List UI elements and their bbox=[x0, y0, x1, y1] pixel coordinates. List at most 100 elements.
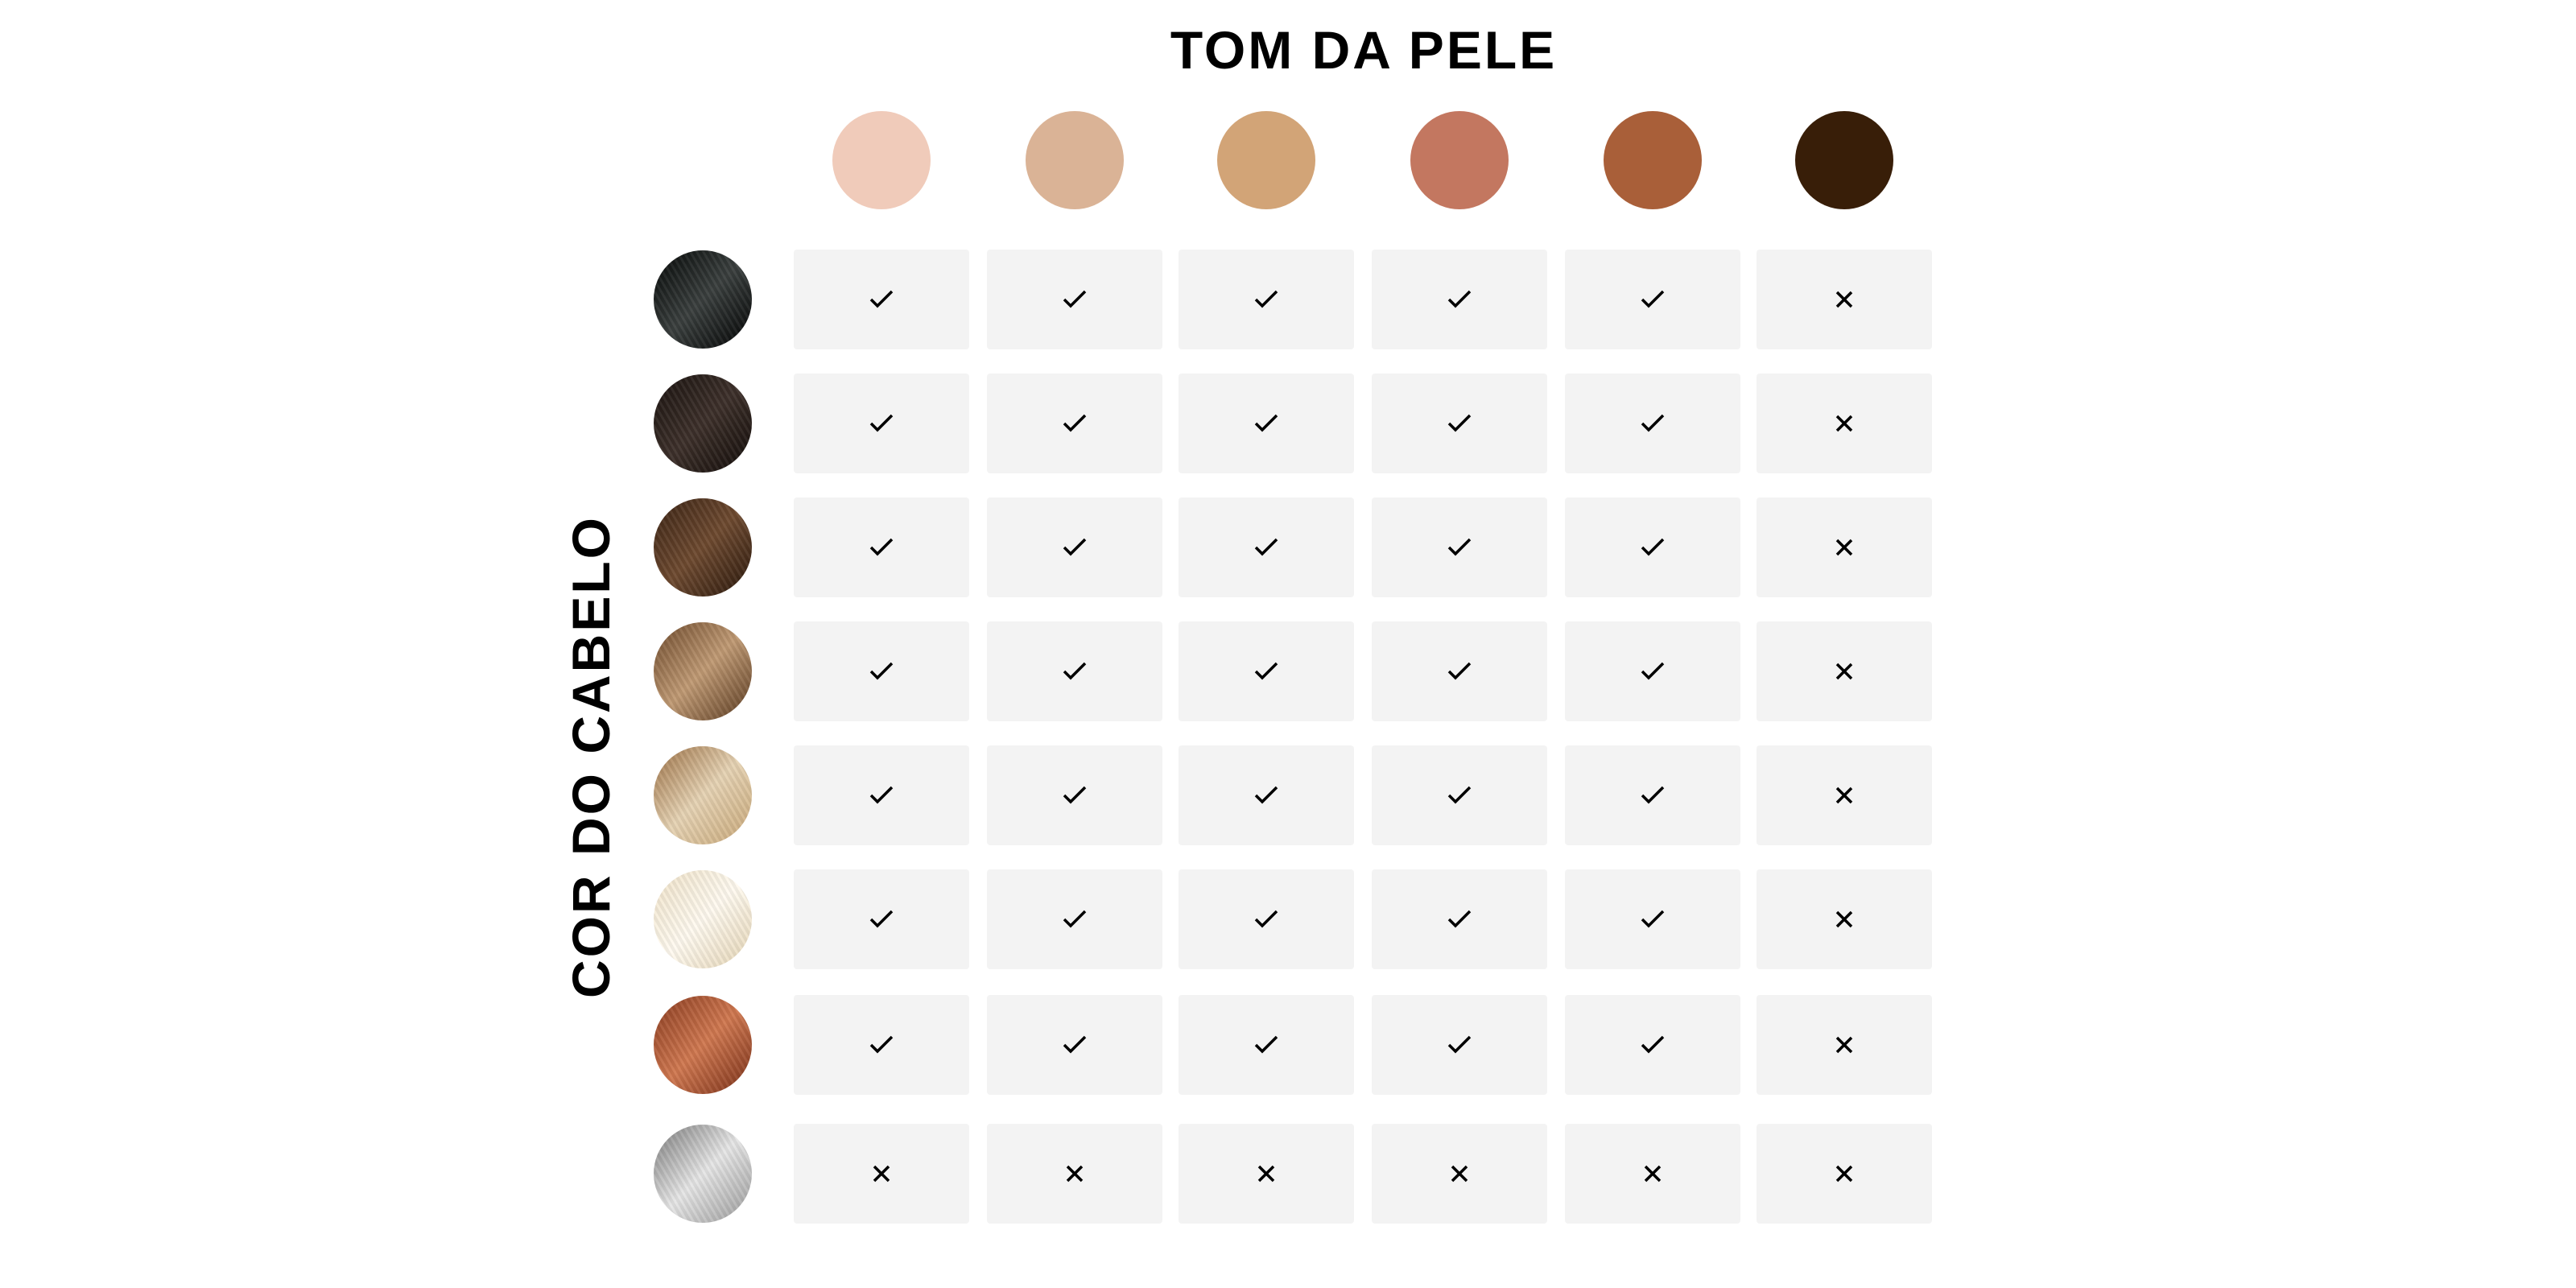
skin-tone-swatch bbox=[1217, 111, 1315, 209]
check-icon bbox=[1254, 538, 1278, 556]
check-icon bbox=[869, 414, 894, 432]
matrix-cell bbox=[1565, 745, 1740, 845]
check-icon bbox=[1063, 290, 1087, 308]
matrix-cell bbox=[1372, 374, 1547, 473]
check-icon bbox=[1641, 538, 1665, 556]
cross-icon bbox=[1835, 291, 1853, 308]
check-icon bbox=[869, 786, 894, 804]
matrix-cell bbox=[987, 745, 1162, 845]
matrix-cell bbox=[1372, 995, 1547, 1095]
check-icon bbox=[1447, 786, 1472, 804]
cross-icon bbox=[1835, 539, 1853, 556]
matrix-cell bbox=[987, 869, 1162, 969]
matrix-cell bbox=[1757, 745, 1932, 845]
matrix-cell bbox=[1372, 621, 1547, 721]
matrix-cell bbox=[987, 621, 1162, 721]
skin-tone-swatch bbox=[1026, 111, 1124, 209]
matrix-cell bbox=[794, 250, 969, 349]
check-icon bbox=[869, 538, 894, 556]
check-icon bbox=[1063, 662, 1087, 680]
cross-icon bbox=[1835, 910, 1853, 928]
cross-icon bbox=[1066, 1165, 1084, 1183]
matrix-cell bbox=[794, 995, 969, 1095]
matrix-cell bbox=[1565, 869, 1740, 969]
matrix-cell bbox=[987, 250, 1162, 349]
check-icon bbox=[869, 1035, 894, 1054]
matrix-cell bbox=[987, 995, 1162, 1095]
check-icon bbox=[1063, 786, 1087, 804]
check-icon bbox=[1641, 786, 1665, 804]
matrix-cell bbox=[1179, 374, 1354, 473]
check-icon bbox=[1641, 662, 1665, 680]
matrix-cell bbox=[1565, 1124, 1740, 1224]
check-icon bbox=[1641, 290, 1665, 308]
check-icon bbox=[1254, 910, 1278, 928]
matrix-cell bbox=[987, 1124, 1162, 1224]
hair-color-swatch-light-blonde bbox=[654, 870, 752, 968]
matrix-cell bbox=[1757, 497, 1932, 597]
matrix-cell bbox=[1372, 869, 1547, 969]
matrix-cell bbox=[1565, 621, 1740, 721]
check-icon bbox=[1063, 1035, 1087, 1054]
matrix-cell bbox=[1757, 869, 1932, 969]
check-icon bbox=[869, 910, 894, 928]
matrix-cell bbox=[1565, 497, 1740, 597]
matrix-cell bbox=[1179, 869, 1354, 969]
cross-icon bbox=[1257, 1165, 1275, 1183]
check-icon bbox=[869, 290, 894, 308]
matrix-cell bbox=[794, 1124, 969, 1224]
check-icon bbox=[1447, 414, 1472, 432]
skin-tone-swatch bbox=[1795, 111, 1893, 209]
skin-tone-swatch bbox=[832, 111, 931, 209]
matrix-cell bbox=[1757, 1124, 1932, 1224]
hair-color-swatch-dark-brown bbox=[654, 374, 752, 473]
check-icon bbox=[1447, 662, 1472, 680]
matrix-cell bbox=[1179, 621, 1354, 721]
matrix-cell bbox=[794, 621, 969, 721]
hair-color-swatch-copper-red bbox=[654, 996, 752, 1094]
matrix-cell bbox=[1179, 995, 1354, 1095]
check-icon bbox=[1447, 1035, 1472, 1054]
check-icon bbox=[1063, 414, 1087, 432]
check-icon bbox=[1254, 414, 1278, 432]
cross-icon bbox=[1835, 1036, 1853, 1054]
matrix-cell bbox=[1565, 995, 1740, 1095]
cross-icon bbox=[1835, 415, 1853, 432]
check-icon bbox=[869, 662, 894, 680]
matrix-cell bbox=[794, 497, 969, 597]
skin-tone-swatch bbox=[1410, 111, 1509, 209]
check-icon bbox=[1063, 910, 1087, 928]
check-icon bbox=[1254, 1035, 1278, 1054]
cross-icon bbox=[873, 1165, 890, 1183]
skin-tone-swatch bbox=[1604, 111, 1702, 209]
matrix-cell bbox=[1565, 374, 1740, 473]
matrix-cell bbox=[1372, 250, 1547, 349]
check-icon bbox=[1641, 910, 1665, 928]
cross-icon bbox=[1451, 1165, 1468, 1183]
hair-color-swatch-medium-brown bbox=[654, 498, 752, 597]
hair-color-swatch-light-brown bbox=[654, 622, 752, 720]
check-icon bbox=[1063, 538, 1087, 556]
matrix-cell bbox=[1565, 250, 1740, 349]
matrix-cell bbox=[1372, 745, 1547, 845]
cross-icon bbox=[1644, 1165, 1662, 1183]
matrix-cell bbox=[1757, 250, 1932, 349]
matrix-cell bbox=[1372, 497, 1547, 597]
cross-icon bbox=[1835, 786, 1853, 804]
matrix-cell bbox=[1757, 374, 1932, 473]
matrix-cell bbox=[794, 745, 969, 845]
matrix-cell bbox=[987, 374, 1162, 473]
check-icon bbox=[1254, 290, 1278, 308]
matrix-cell bbox=[794, 374, 969, 473]
hair-color-swatch-grey bbox=[654, 1125, 752, 1223]
check-icon bbox=[1447, 538, 1472, 556]
column-header-title: TOM DA PELE bbox=[1170, 20, 1558, 80]
matrix-cell bbox=[1757, 621, 1932, 721]
check-icon bbox=[1447, 290, 1472, 308]
check-icon bbox=[1254, 786, 1278, 804]
cross-icon bbox=[1835, 1165, 1853, 1183]
matrix-cell bbox=[1757, 995, 1932, 1095]
matrix-cell bbox=[1179, 250, 1354, 349]
check-icon bbox=[1254, 662, 1278, 680]
matrix-cell bbox=[1179, 497, 1354, 597]
